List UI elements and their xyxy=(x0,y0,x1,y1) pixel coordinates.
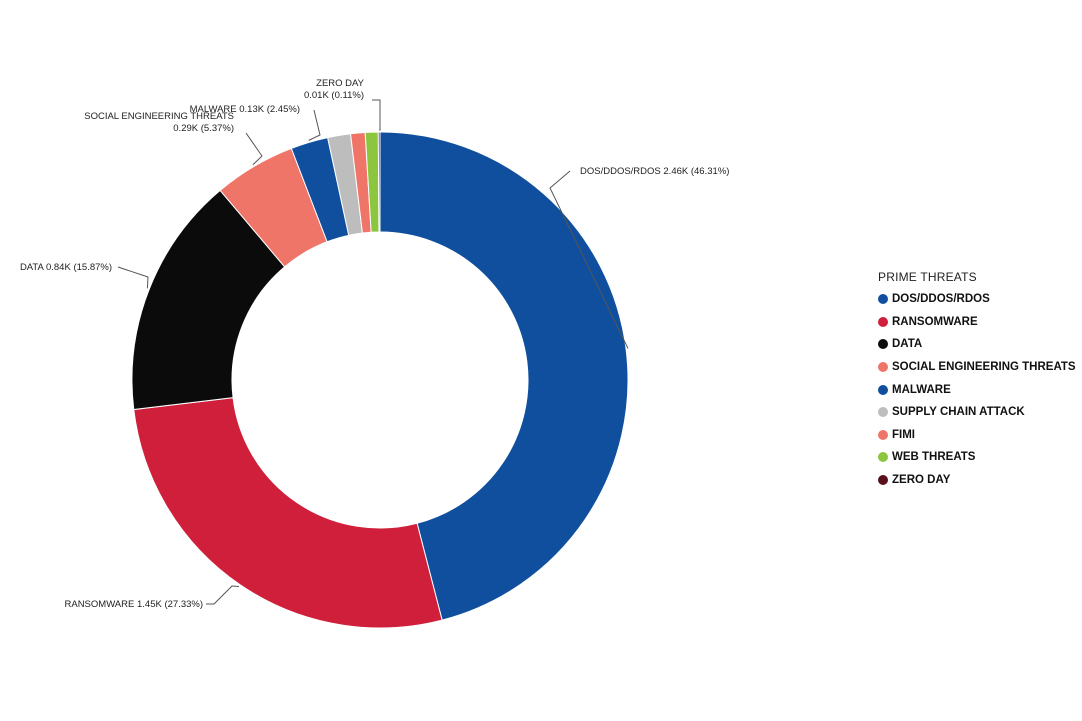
legend-item[interactable]: FIMI xyxy=(878,424,1076,447)
legend-item[interactable]: SOCIAL ENGINEERING THREATS xyxy=(878,356,1076,379)
data-label: MALWARE 0.13K (2.45%) xyxy=(190,104,300,115)
legend-item[interactable]: MALWARE xyxy=(878,378,1076,401)
legend-swatch xyxy=(878,316,888,327)
legend-label: RANSOMWARE xyxy=(892,315,978,328)
legend-label: SUPPLY CHAIN ATTACK xyxy=(892,406,1025,419)
legend-swatch xyxy=(878,429,888,440)
legend-items: DOS/DDOS/RDOS RANSOMWARE DATA SOCIAL ENGINE… xyxy=(878,288,1076,491)
legend-label: DOS/DDOS/RDOS xyxy=(892,293,990,306)
data-label: 0.01K (0.11%) xyxy=(304,90,364,101)
leader-line xyxy=(117,266,149,289)
legend: PRIME THREATS DOS/DDOS/RDOS RANSOMWARE DAT… xyxy=(878,270,1076,491)
data-label: ZERO DAY xyxy=(316,78,365,89)
legend-label: SOCIAL ENGINEERING THREATS xyxy=(892,361,1076,374)
legend-item[interactable]: DOS/DDOS/RDOS xyxy=(878,288,1076,311)
legend-swatch xyxy=(878,339,888,350)
legend-item[interactable]: WEB THREATS xyxy=(878,446,1076,469)
legend-swatch xyxy=(878,362,888,373)
legend-swatch xyxy=(878,452,888,463)
data-label: DOS/DDOS/RDOS 2.46K (46.31%) xyxy=(580,166,729,177)
data-label: 0.29K (5.37%) xyxy=(173,123,234,134)
legend-item[interactable]: ZERO DAY xyxy=(878,469,1076,492)
data-label: SOCIAL ENGINEERING THREATS xyxy=(84,111,234,122)
data-label: RANSOMWARE 1.45K (27.33%) xyxy=(65,599,204,610)
legend-item[interactable]: DATA xyxy=(878,333,1076,356)
legend-swatch xyxy=(878,407,888,418)
legend-label: DATA xyxy=(892,338,923,351)
leader-line xyxy=(245,132,263,166)
legend-swatch xyxy=(878,384,888,395)
legend-label: WEB THREATS xyxy=(892,451,976,464)
legend-swatch xyxy=(878,475,888,486)
slice-zero-day[interactable] xyxy=(377,131,381,233)
legend-label: ZERO DAY xyxy=(892,474,951,487)
legend-label: FIMI xyxy=(892,428,915,441)
slice-dos-ddos-rdos[interactable] xyxy=(379,131,629,621)
legend-item[interactable]: RANSOMWARE xyxy=(878,311,1076,334)
legend-swatch xyxy=(878,294,888,305)
leader-line xyxy=(308,109,321,141)
leader-line xyxy=(549,170,629,349)
leader-line xyxy=(206,585,240,605)
leader-line xyxy=(372,99,381,131)
legend-item[interactable]: SUPPLY CHAIN ATTACK xyxy=(878,401,1076,424)
legend-label: MALWARE xyxy=(892,383,951,396)
legend-title: PRIME THREATS xyxy=(878,270,977,284)
slice-ransomware[interactable] xyxy=(133,397,443,629)
data-label: DATA 0.84K (15.87%) xyxy=(20,262,112,273)
